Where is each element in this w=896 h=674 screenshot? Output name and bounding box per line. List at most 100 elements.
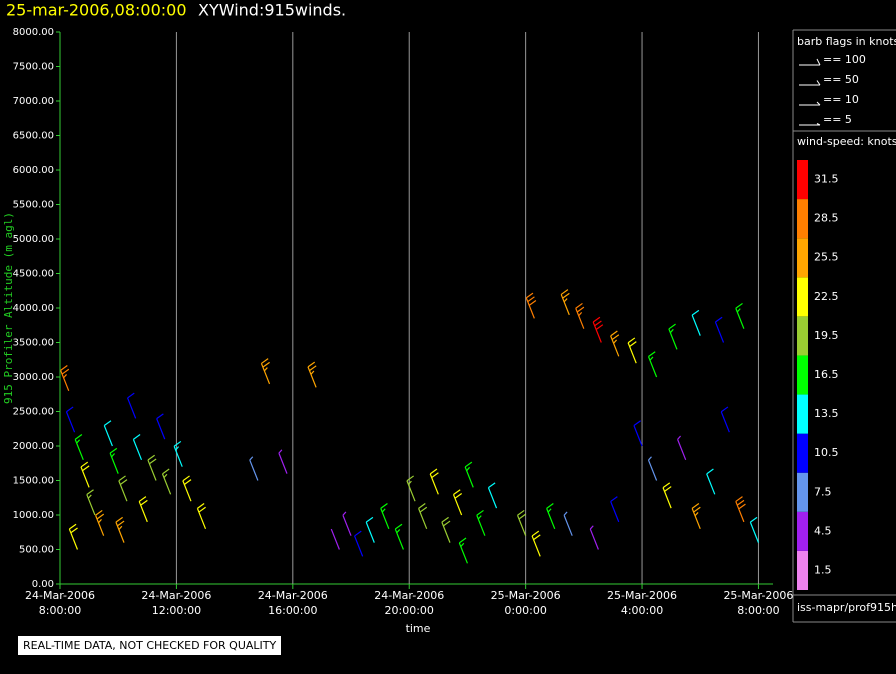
wind-barb: [487, 482, 498, 509]
barb-stroke: [396, 529, 401, 534]
barb-stroke: [196, 508, 207, 530]
barb-stroke: [431, 472, 439, 479]
barb-stroke: [307, 366, 317, 388]
barb-stroke: [418, 503, 426, 509]
barb-stroke: [118, 480, 128, 502]
barb-stroke: [575, 302, 583, 309]
barb-stroke: [693, 506, 701, 513]
barb-stroke: [86, 494, 96, 516]
x-tick-label: 24-Mar-2006 8:00:00: [25, 589, 95, 617]
colorbar-swatch: [797, 433, 808, 473]
wind-barb: [86, 489, 96, 516]
y-tick-label: 6500.00: [13, 131, 54, 142]
wind-barb: [525, 292, 537, 319]
barb-stroke: [735, 302, 743, 309]
wind-barb: [147, 454, 157, 481]
wind-barb: [546, 503, 556, 530]
barb-stroke: [662, 487, 672, 509]
wind-barb: [749, 516, 760, 543]
barb-stroke: [516, 515, 527, 536]
barb-stroke: [147, 454, 155, 461]
wind-barb: [406, 475, 416, 502]
barb-stroke: [406, 480, 416, 502]
barb-stroke: [80, 466, 90, 488]
barb-stroke: [109, 447, 118, 454]
barb-stroke: [61, 368, 70, 375]
barb-stroke: [249, 459, 259, 481]
barb-stroke: [595, 324, 604, 330]
barb-stroke: [736, 499, 745, 506]
wind-barb: [418, 503, 428, 530]
colorbar-title: wind-speed: knots: [797, 135, 896, 148]
barb-stroke: [74, 434, 83, 440]
wind-barb: [560, 289, 570, 316]
y-tick-label: 4000.00: [13, 303, 54, 314]
barb-stroke: [647, 459, 658, 481]
barb-stroke: [365, 516, 374, 523]
barb-stroke: [173, 446, 183, 467]
barb-stroke: [664, 486, 672, 492]
wind-barb: [516, 509, 527, 536]
wind-barb: [735, 302, 745, 329]
barb-stroke: [476, 509, 484, 516]
barb-stroke: [70, 527, 78, 534]
barb-stroke: [161, 473, 172, 495]
barb-stroke: [60, 370, 70, 392]
barb-stroke: [691, 309, 700, 316]
wind-barb: [647, 456, 658, 481]
barb-stroke: [182, 475, 190, 482]
wind-barb: [182, 475, 192, 502]
colorbar-label: 22.5: [814, 290, 839, 303]
barb-stroke: [592, 316, 601, 323]
y-tick-label: 1000.00: [13, 510, 54, 521]
colorbar-label: 10.5: [814, 446, 839, 459]
barb-stroke: [127, 397, 137, 419]
barb-stroke: [198, 506, 206, 513]
wind-barb: [74, 434, 84, 461]
wind-barb: [394, 523, 404, 550]
barb-stroke: [80, 461, 89, 468]
barb-stroke: [162, 468, 170, 475]
barb-stroke: [647, 356, 658, 378]
barb-stroke: [138, 496, 147, 502]
wind-barb: [118, 475, 128, 502]
barb-stroke: [464, 466, 474, 488]
barb-stroke: [633, 425, 643, 447]
x-tick-label: 25-Mar-2006 8:00:00: [723, 589, 794, 617]
x-tick-label: 25-Mar-2006 4:00:00: [607, 589, 678, 617]
barb-stroke: [452, 494, 463, 516]
barb-stroke: [575, 308, 585, 329]
barb-stroke: [140, 499, 148, 506]
wind-barb: [68, 523, 79, 550]
barb-stroke: [694, 512, 699, 517]
barb-stroke: [173, 440, 182, 447]
barb-stroke: [464, 461, 473, 468]
wind-barb: [610, 496, 620, 523]
wind-barb: [109, 447, 119, 474]
wind-barb: [464, 461, 474, 488]
y-tick-label: 7000.00: [13, 96, 54, 107]
barb-stroke: [429, 473, 439, 495]
barb-stroke: [648, 456, 652, 461]
wind-barb: [127, 392, 137, 419]
barb-stroke: [592, 321, 602, 343]
barb-stroke: [441, 521, 451, 543]
barb-stroke: [563, 511, 568, 516]
barb-stroke: [309, 365, 317, 372]
wind-barb: [342, 511, 352, 536]
barb-stroke: [488, 482, 496, 489]
barb-stroke: [103, 420, 112, 427]
barb-stroke: [86, 489, 94, 496]
colorbar-swatch: [797, 238, 808, 278]
barb-stroke: [477, 515, 482, 520]
barb-stroke: [578, 311, 583, 317]
wind-barb: [60, 365, 70, 392]
colorbar-label: 16.5: [814, 368, 839, 381]
wind-barb: [476, 509, 486, 536]
colorbar-label: 28.5: [814, 212, 839, 225]
barb-stroke: [197, 503, 205, 509]
barb-legend-entry: == 5: [823, 113, 852, 126]
barb-stroke: [454, 492, 463, 499]
barb-stroke: [735, 496, 743, 502]
